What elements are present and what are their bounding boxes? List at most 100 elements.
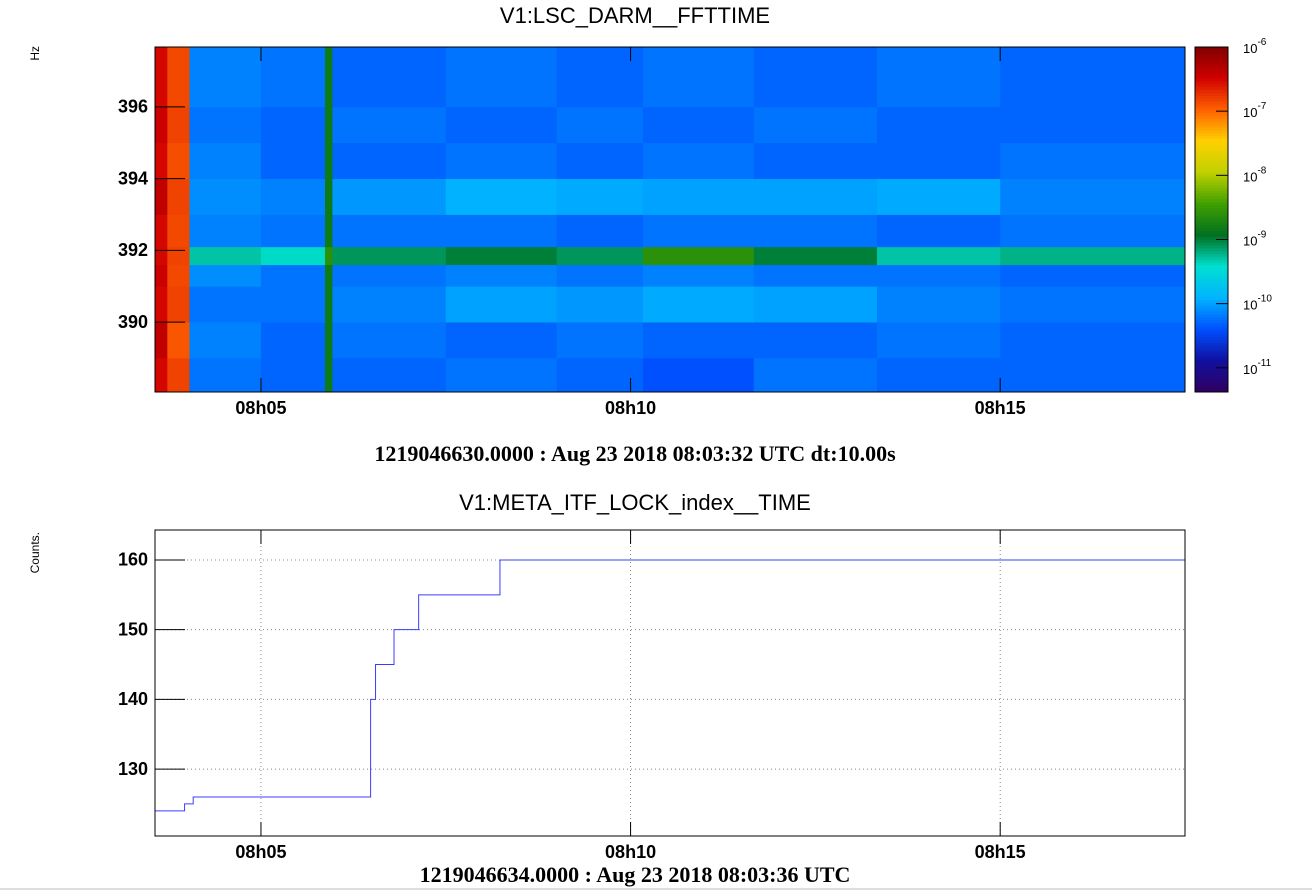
colorbar-segment bbox=[1195, 256, 1228, 261]
heatmap-cell bbox=[189, 214, 262, 248]
colorbar-segment bbox=[1195, 360, 1228, 364]
colorbar-segment bbox=[1195, 130, 1228, 134]
heatmap-cell bbox=[332, 246, 447, 266]
heatmap-cell bbox=[1000, 286, 1186, 323]
heatmap-cell bbox=[260, 357, 326, 393]
heatmap-cell bbox=[642, 286, 755, 323]
colorbar-segment bbox=[1195, 110, 1228, 114]
colorbar-segment bbox=[1195, 371, 1228, 376]
colorbar-segment bbox=[1195, 334, 1228, 338]
colorbar-segment bbox=[1195, 386, 1228, 390]
heatmap-cell bbox=[325, 322, 333, 359]
colorbar-segment bbox=[1195, 93, 1228, 97]
colorbar-segment bbox=[1195, 107, 1228, 111]
heatmap-cell bbox=[876, 47, 1001, 108]
colorbar-segment bbox=[1195, 265, 1228, 269]
colorbar-segment bbox=[1195, 84, 1228, 88]
colorbar-segment bbox=[1195, 193, 1228, 197]
colorbar-segment bbox=[1195, 118, 1228, 123]
heatmap-cell bbox=[325, 47, 333, 108]
heatmap-cell bbox=[325, 106, 333, 144]
heatmap-cell bbox=[876, 264, 1001, 287]
colorbar-segment bbox=[1195, 233, 1228, 238]
heatmap-cell bbox=[189, 286, 262, 323]
x-tick-label: 08h10 bbox=[605, 398, 656, 418]
heatmap-cell bbox=[556, 264, 644, 287]
heatmap-cell bbox=[556, 357, 644, 393]
colorbar-segment bbox=[1195, 124, 1228, 128]
heatmap-cell bbox=[332, 106, 447, 144]
colorbar-segment bbox=[1195, 70, 1228, 74]
heatmap-cell bbox=[260, 264, 326, 287]
heatmap-cell bbox=[642, 142, 755, 180]
tick-base: 10 bbox=[1243, 298, 1257, 313]
heatmap-cell bbox=[445, 286, 558, 323]
heatmap-cell bbox=[260, 214, 326, 248]
colorbar-segment bbox=[1195, 213, 1228, 218]
heatmap-cell bbox=[876, 178, 1001, 215]
heatmap-cell bbox=[332, 214, 447, 248]
colorbar-segment bbox=[1195, 176, 1228, 180]
colorbar-segment bbox=[1195, 279, 1228, 284]
heatmap-cell bbox=[445, 142, 558, 180]
heatmap-cell bbox=[876, 357, 1001, 393]
colorbar-segment bbox=[1195, 377, 1228, 381]
plot-frame bbox=[154, 46, 1186, 393]
heatmap-cell bbox=[1000, 246, 1186, 266]
heatmap-cell bbox=[155, 264, 168, 287]
heatmap-cell bbox=[325, 178, 333, 215]
colorbar-tick-label: 10-8 bbox=[1243, 165, 1267, 185]
colorbar-segment bbox=[1195, 380, 1228, 384]
colorbar-segment bbox=[1195, 55, 1228, 59]
heatmap-cell bbox=[445, 264, 558, 287]
heatmap-cell bbox=[642, 322, 755, 359]
colorbar-segment bbox=[1195, 164, 1228, 169]
heatmap-cell bbox=[753, 286, 878, 323]
colorbar-segment bbox=[1195, 311, 1228, 315]
heatmap-cell bbox=[642, 246, 755, 266]
colorbar-segment bbox=[1195, 305, 1228, 310]
tick-exponent: -11 bbox=[1257, 357, 1271, 368]
colorbar-segment bbox=[1195, 236, 1228, 241]
colorbar-segment bbox=[1195, 95, 1228, 100]
heatmap-cell bbox=[167, 357, 190, 393]
heatmap-cell bbox=[876, 106, 1001, 144]
x-tick-label: 08h15 bbox=[975, 398, 1026, 418]
heatmap-cell bbox=[260, 106, 326, 144]
colorbar-segment bbox=[1195, 202, 1228, 206]
heatmap-cell bbox=[155, 214, 168, 248]
y-tick-label: 150 bbox=[118, 619, 148, 639]
heatmap-cell bbox=[189, 322, 262, 359]
colorbar-segment bbox=[1195, 348, 1228, 353]
heatmap-cell bbox=[445, 322, 558, 359]
heatmap-cell bbox=[167, 142, 190, 180]
colorbar-segment bbox=[1195, 61, 1228, 65]
heatmap-cell bbox=[642, 357, 755, 393]
colorbar-segment bbox=[1195, 190, 1228, 195]
colorbar-segment bbox=[1195, 328, 1228, 333]
heatmap-cell bbox=[556, 322, 644, 359]
heatmap-cell bbox=[155, 286, 168, 323]
heatmap-cell bbox=[155, 322, 168, 359]
colorbar-segment bbox=[1195, 159, 1228, 163]
heatmap-cell bbox=[155, 357, 168, 393]
heatmap-cell bbox=[642, 47, 755, 108]
heatmap-cell bbox=[642, 106, 755, 144]
chart-title: V1:LSC_DARM__FFTTIME bbox=[500, 3, 770, 28]
colorbar-segment bbox=[1195, 340, 1228, 344]
colorbar-segment bbox=[1195, 90, 1228, 94]
x-tick-label: 08h05 bbox=[235, 842, 286, 862]
colorbar-segment bbox=[1195, 81, 1228, 85]
colorbar-segment bbox=[1195, 187, 1228, 192]
step-line bbox=[155, 559, 1185, 812]
colorbar-segment bbox=[1195, 167, 1228, 172]
colorbar-segment bbox=[1195, 147, 1228, 151]
colorbar-segment bbox=[1195, 179, 1228, 183]
colorbar-segment bbox=[1195, 357, 1228, 361]
colorbar-segment bbox=[1195, 251, 1228, 255]
heatmap-cell bbox=[1000, 357, 1186, 393]
colorbar-segment bbox=[1195, 116, 1228, 120]
y-tick-label: 130 bbox=[118, 759, 148, 779]
heatmap-cell bbox=[753, 264, 878, 287]
